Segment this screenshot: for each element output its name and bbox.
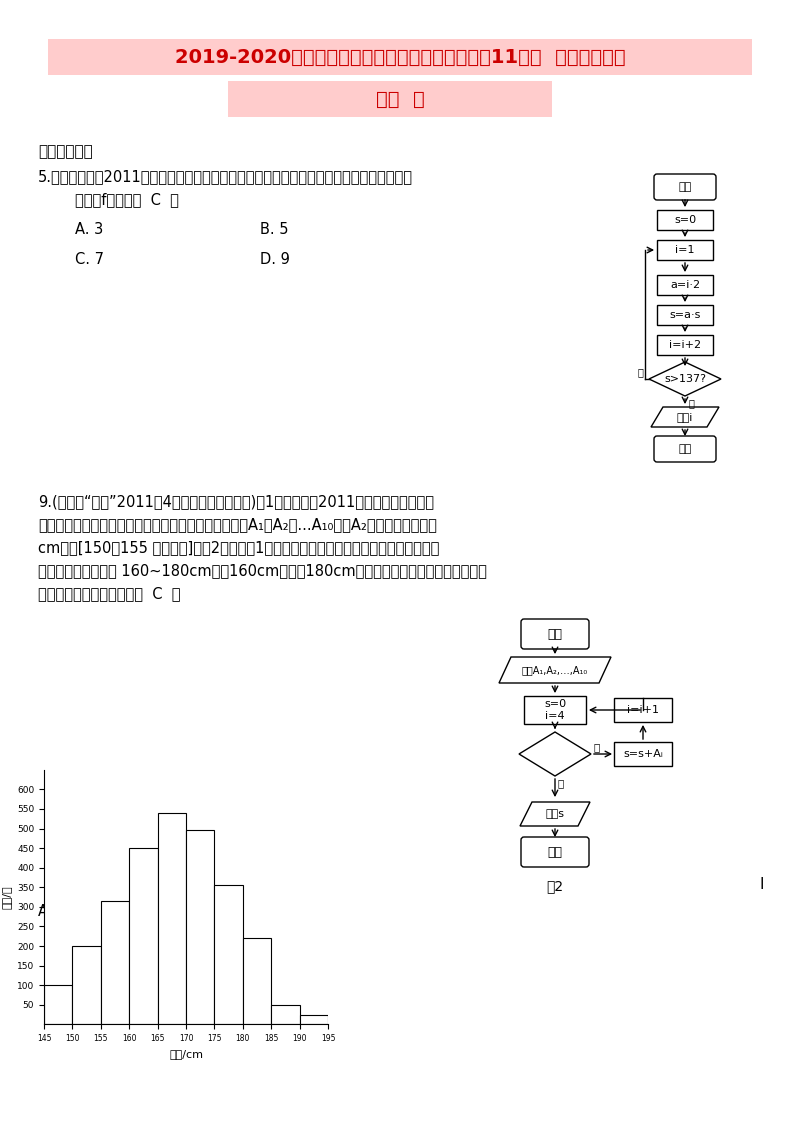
FancyBboxPatch shape: [521, 837, 589, 867]
Text: 输出s: 输出s: [546, 809, 565, 818]
Text: 5.（江西省九校2011年高三联合考试文科）阅读如右图所示的程序框图，运行相应的程序，: 5.（江西省九校2011年高三联合考试文科）阅读如右图所示的程序框图，运行相应的…: [38, 169, 413, 185]
Polygon shape: [651, 408, 719, 427]
Bar: [524, 696, 586, 724]
Bar: [73, 946, 101, 1024]
Text: i=i+1: i=i+1: [627, 705, 659, 715]
Bar: [101, 901, 130, 1024]
Text: 是: 是: [593, 741, 599, 752]
Text: s=a·s: s=a·s: [670, 310, 701, 320]
FancyBboxPatch shape: [228, 82, 552, 117]
Text: 2019-2020年高考数学最新联考试题分类大汇编第11部分  算法框图、选: 2019-2020年高考数学最新联考试题分类大汇编第11部分 算法框图、选: [174, 48, 626, 67]
Text: 修系  列: 修系 列: [376, 89, 424, 109]
Text: 图。现要统计身高在 160~180cm（含160cm，不含180cm）的学生人数，那么在流程图中的: 图。现要统计身高在 160~180cm（含160cm，不含180cm）的学生人数…: [38, 563, 487, 578]
Text: 9.(江西省“八校”2011年4月高三联合考试文科)图1是某县参加2011年高考的学生身高条: 9.(江西省“八校”2011年4月高三联合考试文科)图1是某县参加2011年高考…: [38, 494, 434, 509]
FancyBboxPatch shape: [48, 38, 752, 75]
Bar: [300, 1014, 328, 1024]
Text: A. 3: A. 3: [75, 222, 103, 237]
Text: 判断框内应填写的条件是（  C  ）: 判断框内应填写的条件是（ C ）: [38, 586, 181, 601]
Text: 开始: 开始: [547, 627, 562, 641]
Polygon shape: [519, 732, 591, 777]
Bar: [614, 741, 672, 766]
Polygon shape: [520, 801, 590, 826]
FancyBboxPatch shape: [521, 619, 589, 649]
Bar: [44, 985, 73, 1024]
Bar: [614, 698, 672, 722]
Text: A.i<6    B.i<7    C.i<8    D.i<9: A.i<6 B.i<7 C.i<8 D.i<9: [38, 904, 256, 919]
Text: 否: 否: [558, 778, 564, 788]
Text: 否: 否: [637, 367, 643, 377]
Bar: [186, 831, 214, 1024]
Text: 结束: 结束: [678, 444, 692, 454]
Y-axis label: 人数/人: 人数/人: [2, 885, 11, 909]
X-axis label: 身高/cm: 身高/cm: [169, 1048, 203, 1058]
Text: s=0: s=0: [674, 215, 696, 225]
Text: 结束: 结束: [547, 846, 562, 858]
Text: 一、选择题：: 一、选择题：: [38, 144, 93, 158]
Bar: [243, 938, 271, 1024]
Bar: [657, 211, 713, 230]
FancyBboxPatch shape: [654, 436, 716, 462]
Text: s=0
i=4: s=0 i=4: [544, 700, 566, 721]
Text: I: I: [760, 877, 764, 892]
Bar: [657, 305, 713, 325]
Polygon shape: [649, 362, 721, 396]
Text: C. 7: C. 7: [75, 252, 104, 267]
Text: 输出i: 输出i: [677, 412, 693, 422]
Text: 图1: 图1: [226, 880, 244, 893]
Text: B. 5: B. 5: [260, 222, 289, 237]
Bar: [657, 275, 713, 295]
Text: s=s+Aᵢ: s=s+Aᵢ: [623, 749, 663, 758]
Bar: [271, 1005, 300, 1024]
Text: i=i+2: i=i+2: [669, 340, 701, 350]
Bar: [214, 885, 243, 1024]
Text: i=1: i=1: [675, 245, 694, 255]
Bar: [129, 848, 158, 1024]
Bar: [657, 335, 713, 355]
Polygon shape: [499, 657, 611, 683]
Text: 输出的f值等于（  C  ）: 输出的f值等于（ C ）: [75, 192, 179, 207]
Text: cm）在[150，155 内的人数]。图2是统计图1中身高在一定范围内学生人数的一个算法流程: cm）在[150，155 内的人数]。图2是统计图1中身高在一定范围内学生人数的…: [38, 540, 439, 555]
Bar: [158, 813, 186, 1024]
Text: D. 9: D. 9: [260, 252, 290, 267]
Text: s>137?: s>137?: [664, 374, 706, 384]
FancyBboxPatch shape: [654, 174, 716, 200]
Text: 是: 是: [689, 398, 695, 408]
Text: 图2: 图2: [546, 880, 563, 893]
Text: a=i·2: a=i·2: [670, 280, 700, 290]
Text: 形统计图，从左到右的各条形图表示学生人数依次记为A₁、A₂、...A₁₀（如A₂表示身高（单位：: 形统计图，从左到右的各条形图表示学生人数依次记为A₁、A₂、...A₁₀（如A₂…: [38, 517, 437, 532]
Bar: [657, 240, 713, 260]
Text: 输入A₁,A₂,…,A₁₀: 输入A₁,A₂,…,A₁₀: [522, 664, 588, 675]
Text: 开始: 开始: [678, 182, 692, 192]
